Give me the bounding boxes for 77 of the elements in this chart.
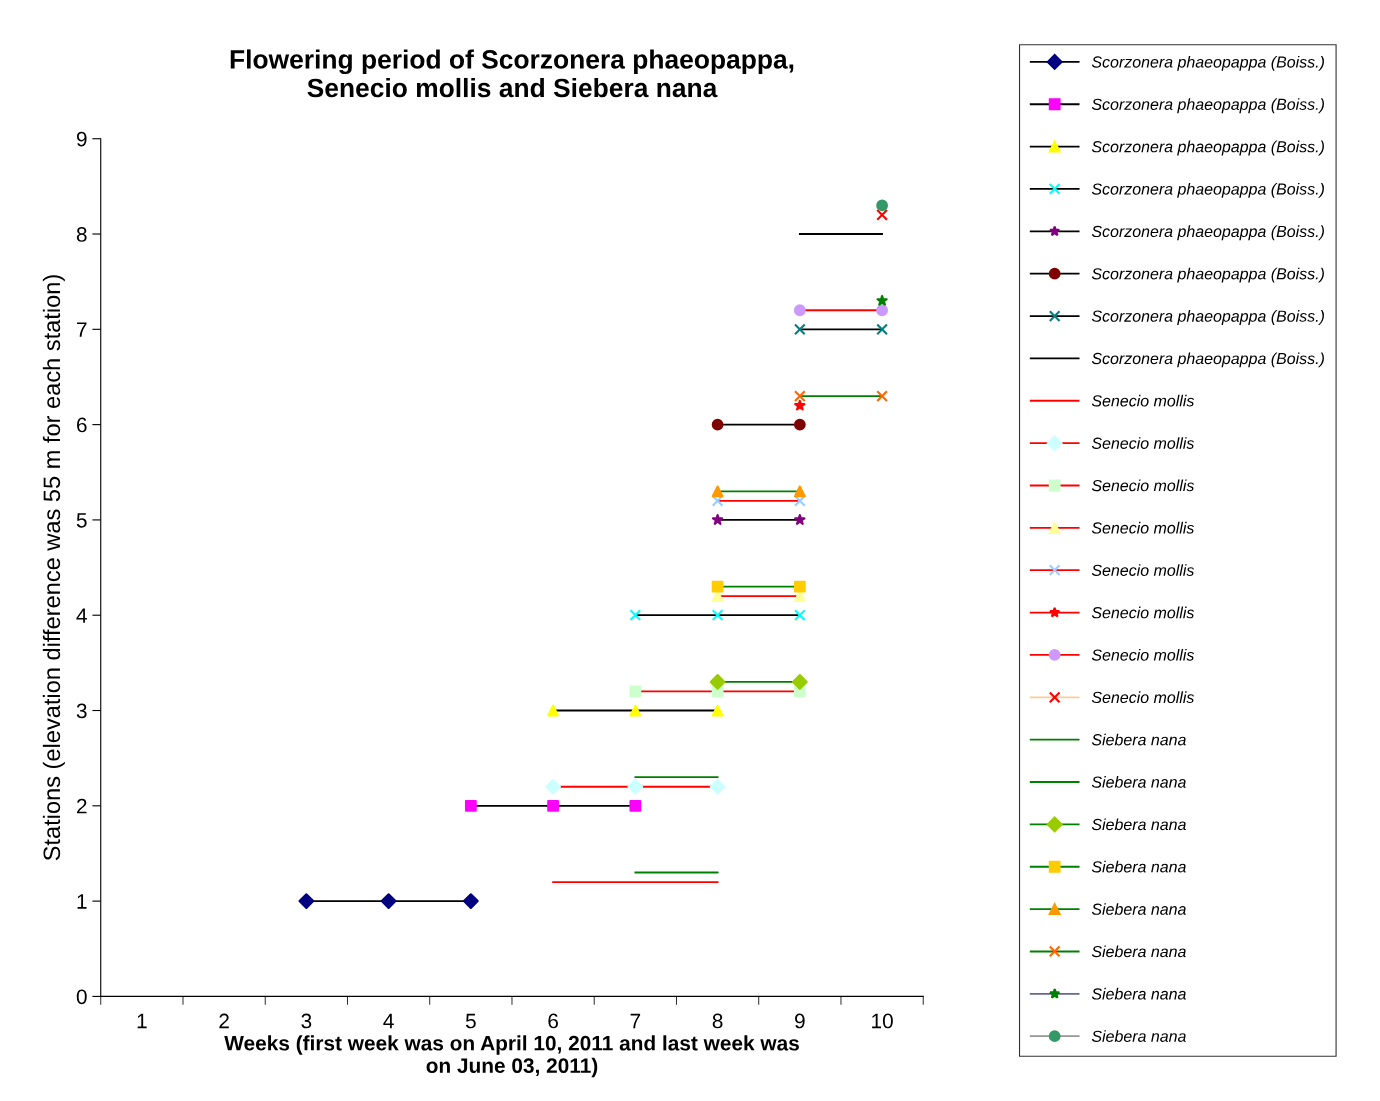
legend-label: Scorzonera phaeopappa (Boiss.) [1091,310,1324,325]
point [545,778,562,795]
x-tick-label: 3 [301,1013,312,1029]
x-tick-label: 10 [872,1013,893,1029]
legend-label: Scorzonera phaeopappa (Boiss.) [1091,140,1324,156]
x-tick-label: 8 [712,1013,723,1029]
point [794,399,806,411]
point [629,685,642,698]
point [793,609,806,622]
point [298,893,315,910]
legend-label: Scorzonera phaeopappa (Boiss.) [1091,55,1324,71]
point [629,799,642,812]
point [711,609,724,622]
point [462,893,479,910]
y-tick-label: 7 [77,322,87,337]
legend-label: Scorzonera phaeopappa (Boiss.) [1091,182,1324,198]
y-tick-label: 0 [76,989,87,1005]
legend-label: Siebera nana [1091,903,1186,915]
y-tick-label: 2 [77,798,87,814]
y-axis-title: Stations (elevation difference was 55 m for each station) [42,275,65,861]
point [629,609,642,622]
legend-label: Siebera nana [1091,987,1186,1000]
point [547,704,560,717]
x-tick-label: 2 [219,1013,229,1029]
legend-label: Siebera nana [1091,818,1186,831]
point [711,514,724,525]
point [793,580,806,593]
x-tick-label: 6 [548,1013,558,1029]
point [794,514,806,525]
x-tick-label: 7 [630,1013,641,1029]
x-tick-label: 1 [137,1013,147,1029]
y-tick-label: 1 [77,894,87,909]
legend-label: Senecio mollis [1091,606,1195,619]
point [464,799,477,812]
legend-label: Senecio mollis [1091,479,1195,492]
legend-label: Siebera nana [1091,776,1186,788]
point [709,674,726,690]
point [380,893,397,910]
x-tick-label: 5 [465,1013,476,1029]
y-tick-label: 8 [76,227,87,242]
legend-label: Senecio mollis [1091,648,1195,661]
legend-label: Siebera nana [1091,733,1186,746]
point [793,390,806,402]
legend-label: Siebera nana [1091,945,1186,958]
point [876,390,888,402]
point [791,674,808,690]
point [876,294,888,306]
y-tick-label: 4 [76,608,87,623]
legend-label: Scorzonera phaeopappa (Boiss.) [1091,352,1324,368]
point [711,704,724,717]
legend-label: Senecio mollis [1091,564,1195,576]
legend-label: Scorzonera phaeopappa (Boiss.) [1091,225,1324,241]
point [709,778,726,795]
point [711,580,724,593]
legend-label: Senecio mollis [1091,437,1195,449]
point [547,799,560,812]
x-axis-title: Weeks (first week was on April 10, 2011 and last week was on June 03, 2011) [224,1035,799,1078]
legend-label: Siebera nana [1091,860,1186,873]
y-tick-label: 9 [76,131,87,147]
point [793,323,806,336]
point [627,778,644,795]
legend-label: Senecio mollis [1091,521,1195,534]
point [876,323,888,336]
legend-label: Scorzonera phaeopappa (Boiss.) [1091,98,1324,114]
point [629,704,642,717]
point [876,199,888,212]
legend-label: Scorzonera phaeopappa (Boiss.) [1091,267,1324,283]
legend-label: Senecio mollis [1091,691,1195,704]
x-tick-label: 4 [383,1013,394,1029]
chart-title: Flowering period of Scorzonera phaeopappa, Senecio mollis and Siebera nana [230,49,794,98]
legend-label: Siebera nana [1091,1030,1186,1042]
y-tick-label: 5 [76,513,87,528]
y-tick-label: 3 [76,703,87,719]
point [876,209,888,221]
y-tick-label: 6 [77,417,87,433]
x-tick-label: 9 [795,1013,805,1029]
legend-label: Senecio mollis [1091,394,1195,407]
